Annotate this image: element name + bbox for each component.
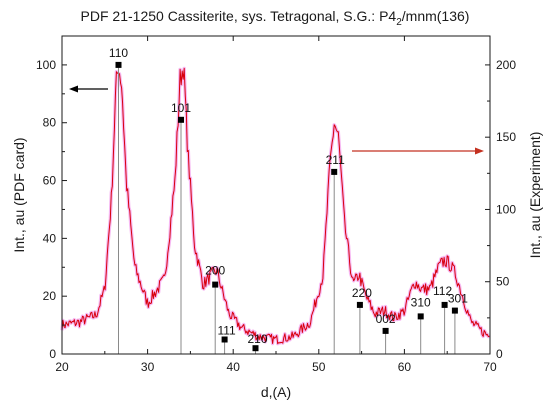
peak-label-210: 210 <box>247 332 267 346</box>
y-left-tick-label: 20 <box>43 289 57 303</box>
peak-label-110: 110 <box>109 46 128 60</box>
peak-label-220: 220 <box>352 286 372 300</box>
y-right-tick-label: 100 <box>496 202 516 216</box>
x-tick-label: 60 <box>398 360 412 374</box>
chart-title-end: /mnm(136) <box>402 8 470 24</box>
experiment-series <box>60 66 490 346</box>
y-right-tick-label: 50 <box>496 275 510 289</box>
y-right-tick-label: 150 <box>496 130 516 144</box>
peak-label-002: 002 <box>376 312 396 326</box>
peak-label-301: 301 <box>448 292 468 306</box>
x-tick-label: 40 <box>227 360 241 374</box>
y-right-tick-label: 0 <box>496 347 503 361</box>
reference-marker-111 <box>221 336 228 343</box>
reference-markers <box>115 61 458 352</box>
y-axis-left: 0 20 40 60 80 100 <box>36 58 67 361</box>
reference-marker-310 <box>417 313 424 320</box>
x-tick-label: 20 <box>55 360 69 374</box>
reference-marker-301 <box>451 307 458 314</box>
y-left-tick-label: 100 <box>36 58 56 72</box>
reference-sticks <box>118 64 456 354</box>
chart-title-subscript: 2 <box>396 17 402 28</box>
y-axis-left-label: Int., au (PDF card) <box>11 137 27 252</box>
reference-marker-220 <box>356 301 363 308</box>
y-left-tick-label: 40 <box>43 231 57 245</box>
y-left-tick-label: 0 <box>49 347 56 361</box>
x-axis-label: d,(A) <box>261 384 291 400</box>
x-tick-label: 30 <box>141 360 155 374</box>
reference-marker-101 <box>178 116 184 123</box>
reference-marker-110 <box>115 61 122 68</box>
chart-title: PDF 21-1250 Cassiterite, sys. Tetragonal… <box>81 8 470 28</box>
reference-marker-002 <box>382 327 389 334</box>
y-axis-right-label: Int., au (Experiment) <box>527 132 543 259</box>
peak-label-112: 112 <box>433 284 452 298</box>
x-tick-label: 50 <box>312 360 326 374</box>
left-axis-arrow <box>69 85 108 93</box>
reference-marker-200 <box>212 281 219 288</box>
x-tick-label: 70 <box>483 360 497 374</box>
experiment-line <box>61 67 490 345</box>
reference-marker-112 <box>441 301 448 308</box>
y-left-tick-label: 80 <box>43 116 57 130</box>
peak-label-310: 310 <box>411 295 431 309</box>
y-right-tick-label: 200 <box>496 58 516 72</box>
peak-label-200: 200 <box>205 264 225 278</box>
reference-marker-211 <box>331 168 338 175</box>
x-axis: 20 30 40 50 60 70 <box>55 36 497 374</box>
peak-label-101: 101 <box>171 101 191 115</box>
peak-label-111: 111 <box>217 324 236 338</box>
reference-marker-210 <box>252 345 259 352</box>
y-axis-right: 0 50 100 150 200 <box>485 58 516 361</box>
right-axis-arrow <box>352 147 484 155</box>
peak-label-211: 211 <box>326 153 345 167</box>
y-left-tick-label: 60 <box>43 174 57 188</box>
